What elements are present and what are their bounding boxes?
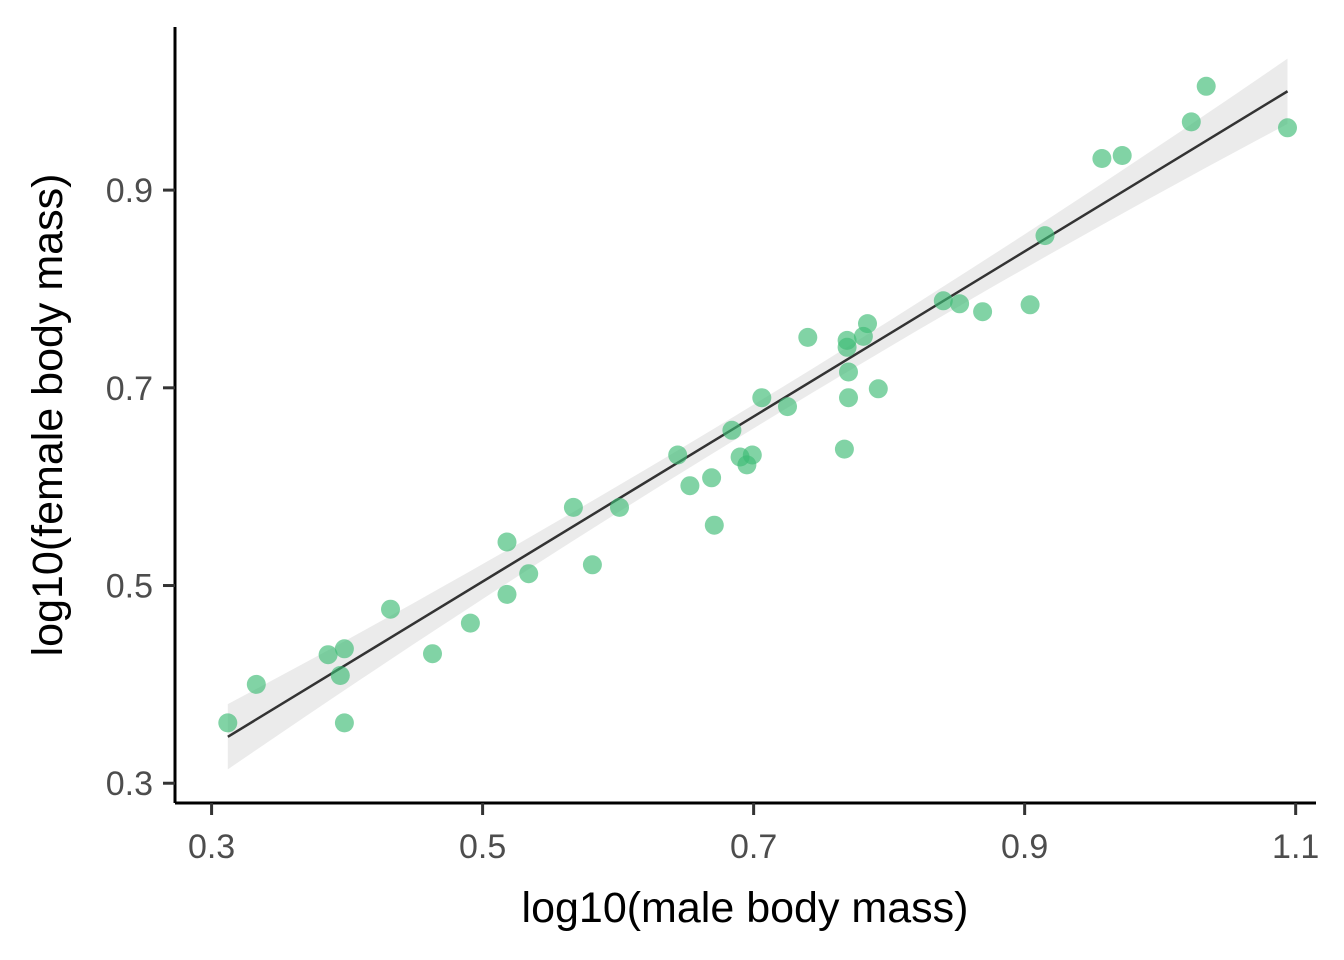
data-point (702, 468, 722, 488)
data-point (381, 599, 400, 619)
data-point (933, 291, 953, 311)
data-point (868, 379, 888, 399)
data-point (839, 388, 858, 408)
data-point (497, 584, 517, 604)
data-point (519, 564, 539, 584)
data-point (1020, 295, 1040, 315)
data-point (1092, 149, 1112, 168)
data-point (460, 613, 480, 633)
data-point (582, 555, 602, 575)
ticks-layer: 0.3 0.5 0.7 0.9 1.1 0.3 0.5 0.7 0.9 (106, 172, 1320, 866)
data-point (330, 666, 350, 685)
data-point (798, 327, 818, 347)
y-tick-label: 0.5 (106, 568, 153, 606)
x-tick-label: 0.7 (730, 828, 777, 866)
data-point (778, 397, 797, 417)
y-tick-label: 0.7 (106, 370, 153, 408)
data-point (218, 713, 238, 733)
fit-line-layer (227, 90, 1289, 738)
x-tick-label: 0.9 (1001, 828, 1048, 866)
data-point (834, 439, 854, 459)
data-point (334, 639, 354, 659)
data-point (318, 645, 338, 665)
y-tick-label: 0.3 (106, 765, 153, 803)
data-point (497, 532, 517, 552)
y-axis-title: log10(female body mass) (24, 174, 72, 657)
data-point (1278, 118, 1297, 138)
data-point (668, 445, 688, 465)
data-point (1196, 76, 1216, 96)
axes-layer (173, 27, 1316, 805)
data-point (704, 515, 724, 535)
data-point (1181, 112, 1201, 132)
data-point (1112, 146, 1132, 165)
data-point (1035, 226, 1055, 246)
data-points-layer (218, 76, 1297, 733)
data-point (423, 644, 442, 664)
data-point (334, 713, 354, 733)
x-tick-label: 1.1 (1272, 828, 1319, 866)
data-point (950, 294, 970, 314)
data-point (722, 420, 742, 440)
y-tick-label: 0.9 (106, 172, 153, 210)
data-point (858, 314, 877, 334)
data-point (839, 362, 858, 382)
x-tick-label: 0.3 (188, 828, 235, 866)
x-axis-title: log10(male body mass) (522, 884, 969, 932)
data-point (680, 476, 700, 496)
data-point (742, 445, 762, 465)
regression-line (227, 90, 1289, 738)
data-point (610, 497, 629, 517)
data-point (973, 302, 993, 322)
data-point (246, 674, 266, 694)
x-tick-label: 0.5 (459, 828, 506, 866)
data-point (563, 497, 583, 517)
data-point (752, 388, 772, 408)
data-point (837, 337, 857, 357)
